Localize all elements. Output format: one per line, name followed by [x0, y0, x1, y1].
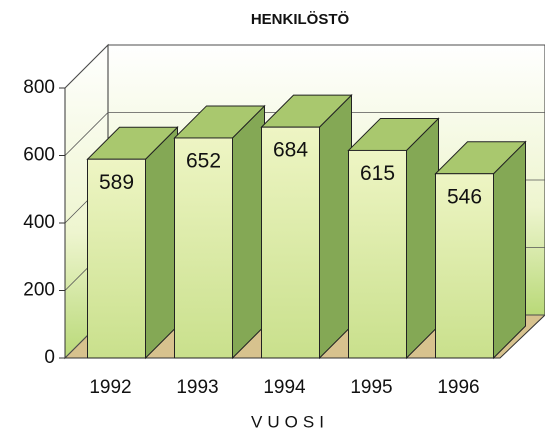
data-label: 652: [186, 149, 221, 172]
bar-side: [493, 140, 526, 360]
bar: [87, 158, 146, 359]
y-tick-label: 600: [23, 145, 55, 166]
x-tick-label: 1992: [89, 377, 131, 398]
bar-side: [406, 117, 439, 360]
data-label: 615: [360, 162, 395, 185]
bar-side: [319, 93, 352, 360]
grid-line: [64, 112, 545, 156]
x-tick-label: 1994: [263, 377, 306, 398]
x-tick-label: 1993: [176, 377, 218, 398]
bar: [435, 173, 494, 359]
y-tick-label: 0: [44, 347, 55, 368]
data-label: 684: [273, 139, 308, 162]
data-label: 589: [99, 171, 134, 194]
x-tick-label: 1995: [350, 377, 392, 398]
x-axis-label: VUOSI: [251, 412, 329, 431]
bar: [261, 126, 320, 359]
bar: [348, 149, 407, 359]
y-tick-label: 200: [23, 280, 55, 301]
bar-side: [232, 104, 265, 360]
grid-line: [64, 44, 545, 89]
y-tick-label: 800: [23, 77, 55, 98]
x-tick-label: 1996: [437, 377, 479, 398]
y-tick-label: 400: [23, 212, 55, 233]
bar-side: [145, 126, 178, 360]
chart-title: HENKILÖSTÖ: [251, 11, 350, 28]
data-label: 546: [447, 185, 482, 208]
bar: [174, 137, 233, 359]
